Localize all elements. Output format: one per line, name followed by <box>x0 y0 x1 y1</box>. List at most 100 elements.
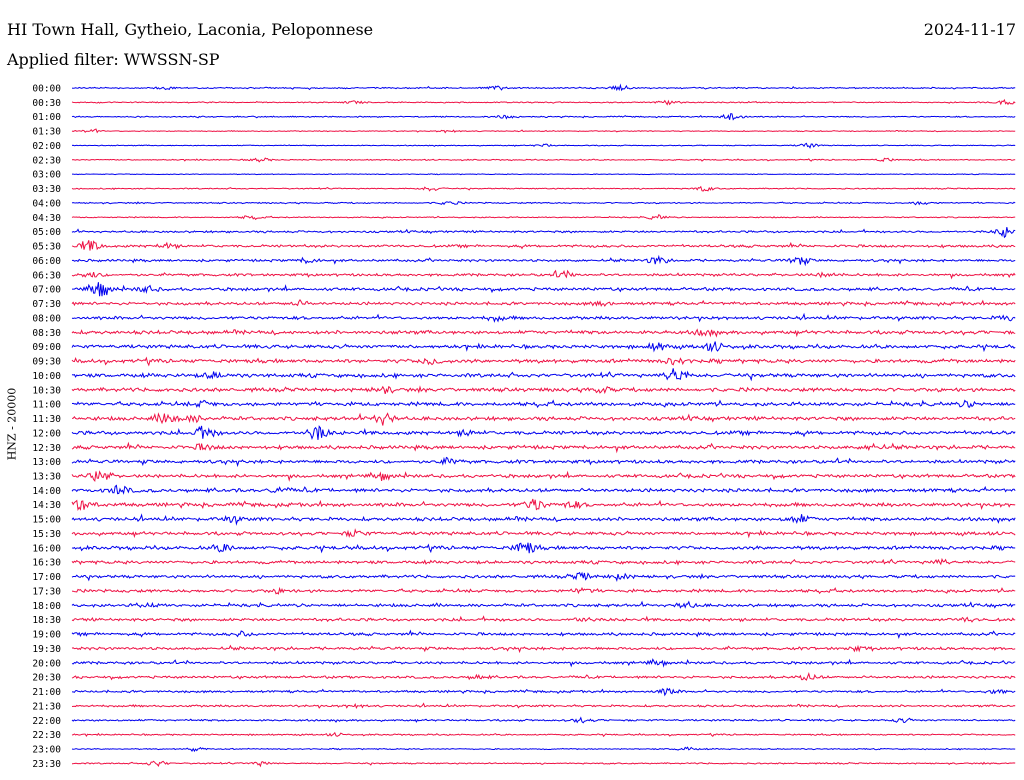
time-tick-label: 18:00 <box>32 601 61 612</box>
trace-row-0200 <box>71 142 1016 149</box>
trace-row-1900 <box>71 629 1016 639</box>
trace-row-1530 <box>71 528 1016 539</box>
trace-row-0600 <box>71 254 1016 267</box>
trace-row-0930 <box>71 356 1016 367</box>
time-tick-label: 02:00 <box>32 141 61 152</box>
time-tick-label: 06:00 <box>32 256 61 267</box>
time-tick-label: 14:00 <box>32 486 61 497</box>
trace-row-2230 <box>71 731 1016 738</box>
time-tick-label: 11:00 <box>32 400 61 411</box>
time-tick-label: 10:00 <box>32 371 61 382</box>
filter-label: Applied filter: WWSSN-SP <box>7 50 220 69</box>
trace-row-0500 <box>71 227 1016 239</box>
trace-row-0830 <box>71 328 1016 338</box>
trace-row-0030 <box>71 98 1016 106</box>
time-tick-label: 06:30 <box>32 270 61 281</box>
trace-row-1930 <box>71 644 1016 654</box>
trace-row-2030 <box>71 671 1016 681</box>
trace-row-2100 <box>71 687 1016 697</box>
time-tick-label: 20:30 <box>32 673 61 684</box>
time-tick-label: 15:30 <box>32 529 61 540</box>
time-tick-label: 02:30 <box>32 155 61 166</box>
trace-row-1230 <box>71 441 1016 454</box>
time-tick-label: 03:00 <box>32 170 61 181</box>
station-title: HI Town Hall, Gytheio, Laconia, Peloponn… <box>7 20 374 39</box>
trace-row-0700 <box>71 282 1016 297</box>
time-tick-label: 00:30 <box>32 98 61 109</box>
trace-row-1300 <box>71 456 1016 468</box>
trace-row-0900 <box>71 341 1016 353</box>
time-tick-label: 21:00 <box>32 687 61 698</box>
trace-row-2300 <box>71 746 1016 753</box>
trace-row-1830 <box>71 615 1016 623</box>
time-tick-label: 19:30 <box>32 644 61 655</box>
time-tick-label: 08:30 <box>32 328 61 339</box>
trace-row-1500 <box>71 513 1016 526</box>
time-tick-label: 04:30 <box>32 213 61 224</box>
time-tick-label: 12:30 <box>32 443 61 454</box>
time-tick-label: 10:30 <box>32 385 61 396</box>
trace-row-1430 <box>71 498 1016 511</box>
time-tick-label: 16:30 <box>32 558 61 569</box>
date-label: 2024-11-17 <box>923 20 1016 39</box>
time-tick-label: 20:00 <box>32 658 61 669</box>
time-tick-label: 08:00 <box>32 313 61 324</box>
trace-row-0000 <box>71 83 1016 92</box>
trace-row-0530 <box>71 240 1016 251</box>
time-tick-label: 23:00 <box>32 745 61 756</box>
time-tick-label: 14:30 <box>32 500 61 511</box>
time-tick-label: 09:30 <box>32 357 61 368</box>
time-tick-label: 07:00 <box>32 285 61 296</box>
time-tick-label: 01:00 <box>32 112 61 123</box>
trace-row-0100 <box>71 113 1016 121</box>
time-tick-label: 19:00 <box>32 630 61 641</box>
trace-row-0230 <box>71 157 1016 163</box>
time-tick-label: 22:00 <box>32 716 61 727</box>
time-tick-label: 13:30 <box>32 471 61 482</box>
trace-row-1630 <box>71 557 1016 566</box>
time-tick-label: 03:30 <box>32 184 61 195</box>
time-tick-label: 00:00 <box>32 84 61 95</box>
trace-row-1700 <box>71 571 1016 582</box>
time-tick-label: 04:00 <box>32 198 61 209</box>
trace-row-0630 <box>71 269 1016 280</box>
trace-row-2000 <box>71 658 1016 668</box>
trace-row-0300 <box>71 173 1016 176</box>
trace-row-0430 <box>71 214 1016 221</box>
trace-row-1200 <box>71 425 1016 441</box>
time-tick-label: 21:30 <box>32 701 61 712</box>
time-tick-label: 17:00 <box>32 572 61 583</box>
time-tick-label: 23:30 <box>32 759 61 770</box>
trace-row-1400 <box>71 484 1016 495</box>
time-tick-label: 15:00 <box>32 515 61 526</box>
time-tick-label: 17:30 <box>32 586 61 597</box>
time-tick-label: 01:30 <box>32 127 61 138</box>
time-tick-label: 07:30 <box>32 299 61 310</box>
trace-row-1800 <box>71 600 1016 609</box>
trace-row-0730 <box>71 298 1016 308</box>
trace-row-2200 <box>71 716 1016 724</box>
time-tick-label: 05:00 <box>32 227 61 238</box>
trace-row-0800 <box>71 312 1016 323</box>
trace-row-1030 <box>71 385 1016 395</box>
trace-row-1130 <box>71 412 1016 426</box>
time-tick-label: 22:30 <box>32 730 61 741</box>
trace-row-1100 <box>71 399 1016 409</box>
time-tick-label: 13:00 <box>32 457 61 468</box>
time-tick-label: 16:00 <box>32 543 61 554</box>
trace-row-0130 <box>71 128 1016 134</box>
time-tick-label: 12:00 <box>32 428 61 439</box>
trace-row-1730 <box>71 586 1016 595</box>
trace-row-1600 <box>71 542 1016 554</box>
trace-row-0400 <box>71 200 1016 206</box>
time-tick-label: 18:30 <box>32 615 61 626</box>
time-tick-label: 11:30 <box>32 414 61 425</box>
trace-row-0330 <box>71 185 1016 192</box>
time-tick-label: 05:30 <box>32 242 61 253</box>
trace-row-1000 <box>71 368 1016 382</box>
time-tick-label: 09:00 <box>32 342 61 353</box>
trace-row-1330 <box>71 470 1016 483</box>
trace-row-2130 <box>71 702 1016 710</box>
trace-row-2330 <box>71 760 1016 768</box>
